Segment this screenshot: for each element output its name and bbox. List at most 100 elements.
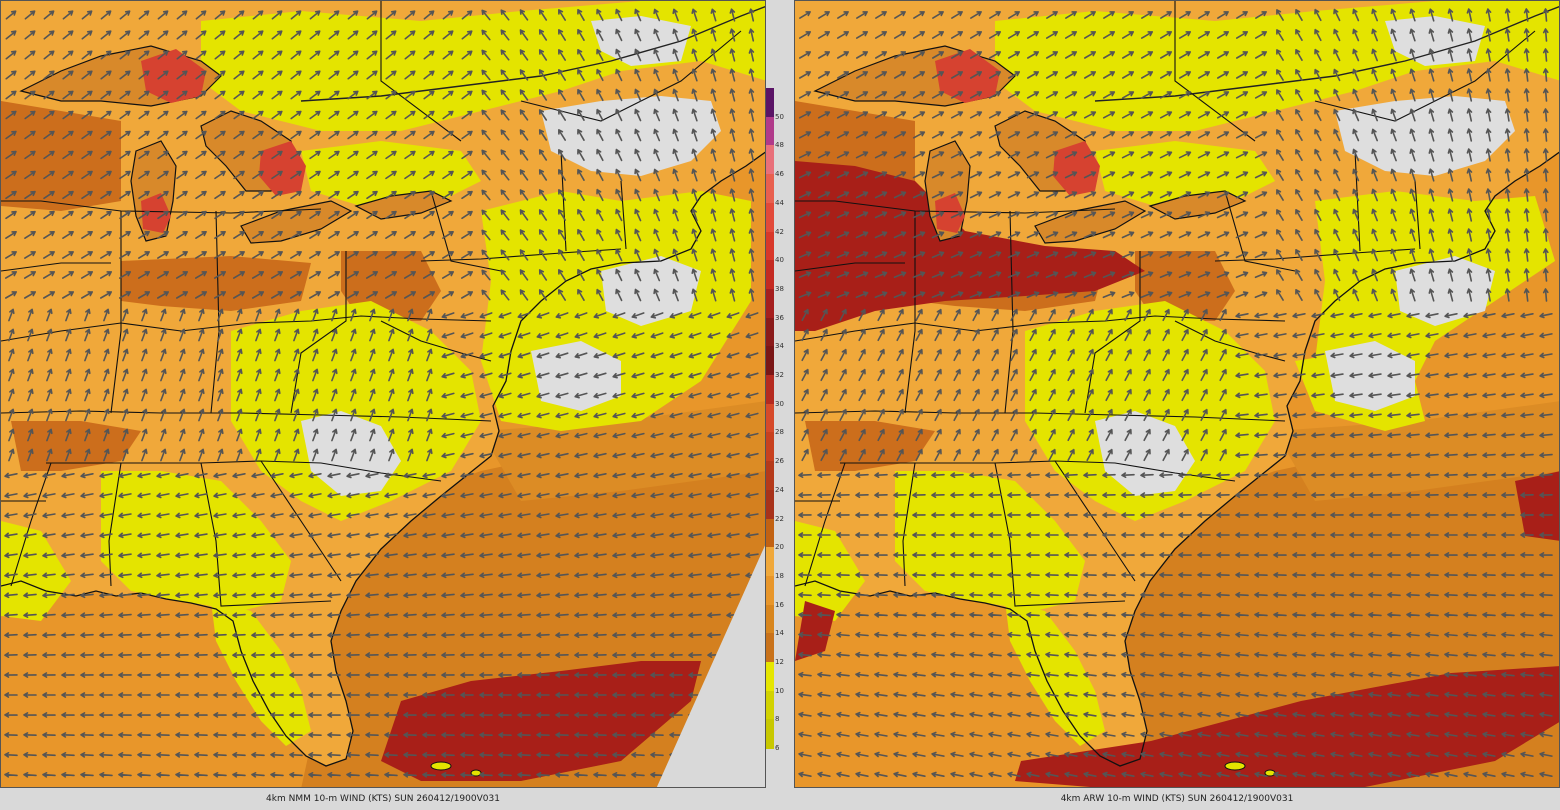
wind-arrow — [346, 772, 360, 778]
wind-arrow — [1178, 111, 1192, 119]
wind-arrow — [498, 372, 512, 379]
wind-arrow — [1236, 11, 1248, 19]
wind-arrow — [1444, 352, 1458, 359]
wind-arrow — [1406, 412, 1420, 419]
wind-arrow — [1447, 168, 1454, 182]
wind-arrow — [194, 772, 208, 778]
wind-arrow — [1352, 88, 1360, 102]
wind-arrow — [574, 412, 588, 419]
wind-arrow — [931, 492, 945, 498]
wind-arrow — [460, 312, 474, 319]
wind-arrow — [1292, 332, 1306, 339]
wind-arrow — [4, 692, 18, 698]
wind-arrow — [1026, 111, 1040, 119]
wind-arrow — [309, 130, 321, 140]
wind-arrow — [615, 248, 623, 262]
wind-arrow — [290, 130, 302, 140]
wind-arrow — [1523, 108, 1530, 122]
wind-arrow — [481, 269, 491, 281]
wind-arrow — [1235, 111, 1249, 119]
wind-arrow — [934, 388, 942, 402]
wind-arrow — [653, 168, 661, 182]
wind-arrow — [1523, 228, 1530, 242]
wind-arrow — [1064, 472, 1078, 478]
wind-arrow — [214, 70, 226, 80]
wind-arrow — [1539, 711, 1553, 718]
wind-arrow — [798, 191, 812, 199]
wind-arrow — [1124, 328, 1132, 342]
wind-arrow — [798, 91, 812, 99]
wind-arrow — [1102, 151, 1116, 159]
wind-arrow — [1197, 731, 1211, 738]
wind-arrow — [669, 572, 683, 579]
wind-arrow — [1007, 191, 1021, 199]
wind-arrow — [479, 332, 493, 339]
wind-arrow — [1463, 572, 1477, 578]
wind-arrow — [1295, 129, 1303, 141]
wind-arrow — [385, 271, 397, 279]
wind-arrow — [634, 88, 642, 102]
wind-arrow — [688, 552, 702, 559]
wind-arrow — [346, 632, 360, 638]
wind-arrow — [1197, 472, 1211, 478]
wind-arrow — [137, 612, 151, 618]
wind-arrow — [669, 592, 683, 599]
wind-arrow — [1444, 392, 1458, 399]
wind-arrow — [729, 248, 736, 262]
wind-arrow — [1485, 68, 1492, 82]
wind-arrow — [65, 348, 72, 362]
wind-arrow — [308, 572, 322, 579]
wind-arrow — [650, 632, 664, 638]
wind-arrow — [650, 572, 664, 579]
light-wind-zone — [895, 471, 1085, 611]
wind-arrow — [156, 472, 170, 479]
wind-arrow — [1064, 91, 1078, 99]
wind-arrow — [1216, 111, 1230, 119]
wind-arrow — [1425, 332, 1439, 339]
wind-arrow — [293, 428, 300, 442]
wind-arrow — [631, 612, 645, 618]
wind-arrow — [103, 428, 110, 442]
wind-arrow — [555, 332, 569, 339]
wind-arrow — [1140, 671, 1154, 678]
wind-arrow — [1425, 352, 1439, 359]
wind-arrow — [8, 448, 15, 462]
wind-arrow — [157, 271, 169, 279]
wind-arrow — [1387, 472, 1401, 478]
land-wind-zone — [1, 101, 121, 211]
wind-arrow — [969, 771, 983, 778]
wind-arrow — [270, 632, 284, 638]
wind-arrow — [1447, 128, 1454, 142]
wind-arrow — [519, 9, 529, 21]
wind-arrow — [1501, 352, 1515, 359]
wind-arrow — [538, 89, 548, 101]
wind-arrow — [43, 150, 55, 160]
wind-arrow — [1349, 372, 1363, 379]
colorbar-swatch — [766, 145, 774, 176]
wind-arrow — [213, 712, 227, 718]
wind-arrow — [1273, 572, 1287, 578]
wind-arrow — [479, 612, 493, 618]
wind-arrow — [1067, 348, 1075, 362]
wind-arrow — [1520, 771, 1534, 778]
wind-arrow — [46, 448, 53, 462]
wind-arrow — [138, 251, 150, 259]
wind-arrow — [748, 248, 755, 262]
wind-arrow — [385, 110, 397, 120]
wind-arrow — [1046, 11, 1058, 19]
wind-arrow — [1292, 592, 1306, 598]
wind-arrow — [1045, 251, 1059, 259]
great-lake — [1034, 200, 1147, 244]
wind-arrow — [479, 512, 493, 519]
wind-arrow — [1121, 711, 1135, 718]
wind-arrow — [1083, 151, 1097, 159]
wind-arrow — [817, 592, 831, 598]
wind-arrow — [1007, 771, 1021, 778]
wind-arrow — [817, 631, 831, 638]
colorbar-swatch — [766, 633, 774, 663]
wind-arrow — [558, 109, 566, 121]
wind-arrow — [1387, 631, 1401, 638]
wind-arrow — [1105, 348, 1113, 362]
wind-arrow — [156, 752, 170, 758]
wind-arrow — [1542, 188, 1549, 202]
